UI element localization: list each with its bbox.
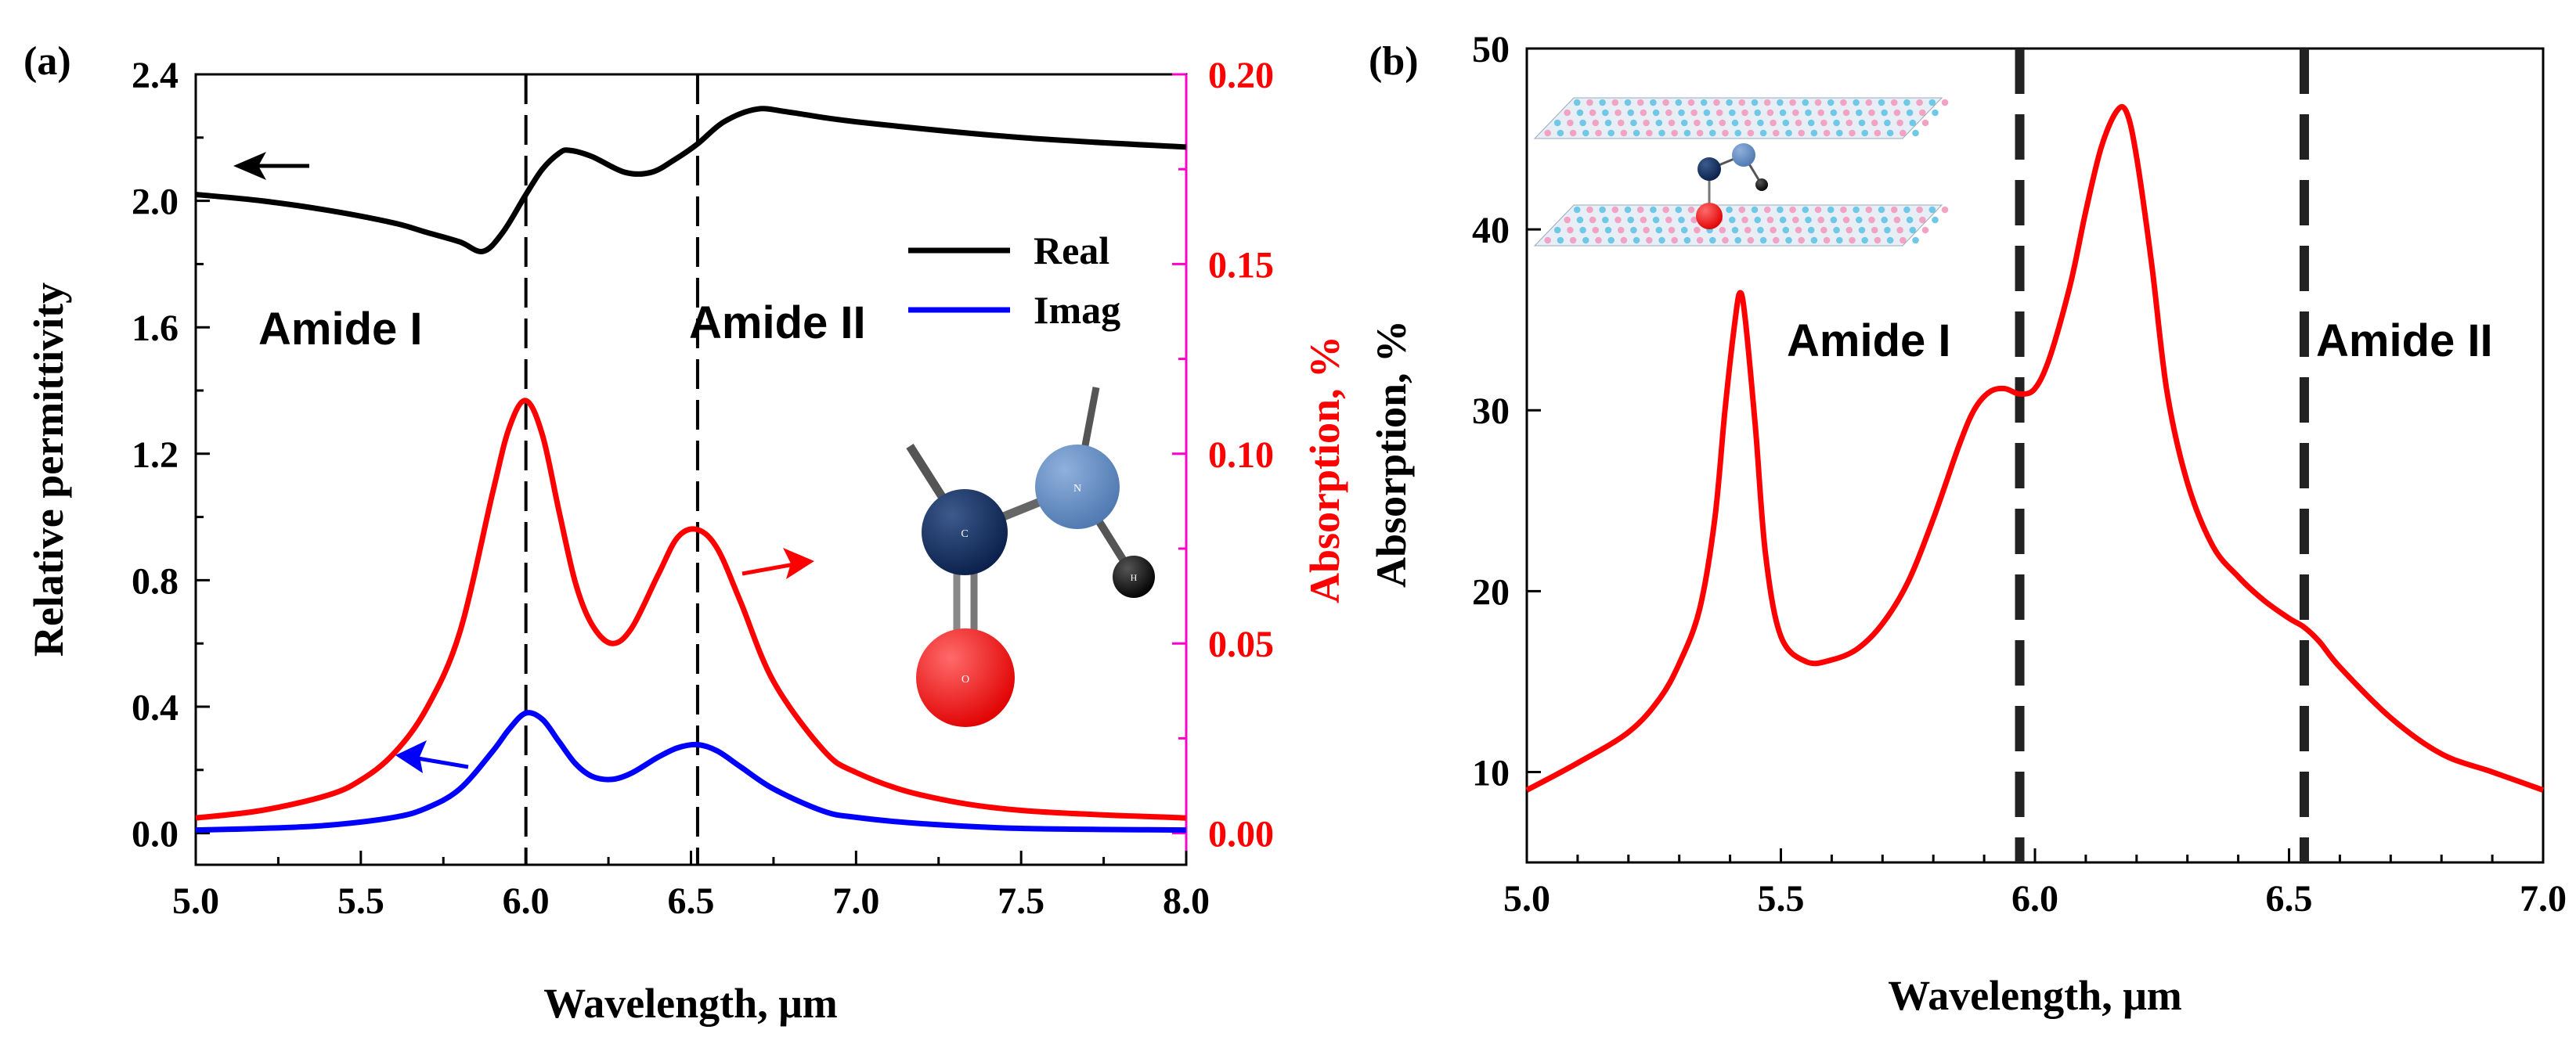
a-y-left-tick-label: 0.0 (132, 814, 179, 855)
a-x-tick-label: 5.0 (172, 880, 219, 922)
b-series-absorption (1525, 103, 2545, 793)
axis-arrows (233, 152, 814, 773)
a-y-right-tick-label: 0.00 (1208, 814, 1274, 855)
a-y-right-tick-label: 0.20 (1208, 55, 1274, 96)
a-x-tick-label: 8.0 (1163, 880, 1210, 922)
panel-b-ylabel: Absorption, % (1368, 320, 1415, 588)
panel-a-ticks: 5.0 5.5 6.0 6.5 7.0 7.5 8.0 0.0 0.4 0.8 1.2 1.6 2.0 2… (132, 55, 1274, 922)
a-series-real (195, 106, 1187, 254)
a-y-left-tick-label: 1.6 (132, 308, 179, 349)
b-y-tick-label: 20 (1472, 571, 1510, 613)
panel-a: (a) 5.0 5.5 6.0 6.5 7.0 7.5 8.0 0.0 0.4 0.8 1.2 1.6… (23, 39, 1348, 1027)
b-x-tick-label: 6.0 (2011, 878, 2058, 920)
panel-b-ticks: 5.0 5.5 6.0 6.5 7.0 10 20 30 40 50 (1472, 29, 2567, 920)
panel-b-frame (1525, 47, 2545, 864)
material-sheet (1533, 204, 1949, 247)
amide-i-label-b: Amide I (1787, 315, 1951, 366)
a-y-left-tick-label: 2.4 (132, 55, 179, 96)
material-sheet (1533, 97, 1949, 139)
legend-real-label: Real (1034, 229, 1109, 272)
b-x-tick-label: 5.0 (1503, 878, 1550, 920)
a-y-right-tick-label: 0.15 (1208, 244, 1274, 286)
a-x-tick-label: 7.5 (998, 880, 1044, 922)
carbon-atom (922, 489, 1008, 575)
amide-ii-label-a: Amide II (689, 297, 866, 348)
nitrogen-atom (1035, 445, 1120, 529)
b-y-tick-label: 10 (1472, 752, 1510, 794)
a-x-tick-label: 6.5 (668, 880, 715, 922)
panel-a-label: (a) (23, 39, 71, 84)
inset-hydrogen-atom (1755, 178, 1768, 191)
panel-b-series (1525, 103, 2545, 793)
svg-text:H: H (1131, 572, 1138, 583)
imag-axis-arrow (395, 740, 469, 773)
a-x-tick-label: 6.0 (503, 880, 550, 922)
oxygen-atom (916, 628, 1015, 727)
absorption-axis-arrow (741, 548, 814, 579)
legend-imag-label: Imag (1034, 288, 1120, 332)
a-y-left-tick-label: 1.2 (132, 434, 179, 476)
panel-b-label: (b) (1369, 39, 1419, 84)
a-series-absorption (195, 398, 1187, 821)
a-y-right-tick-label: 0.10 (1208, 434, 1274, 476)
a-series-imag (195, 710, 1187, 833)
panel-a-legend: Real Imag (908, 229, 1120, 332)
real-axis-arrow (233, 152, 309, 180)
panel-a-vlines (524, 74, 699, 865)
inset-carbon-atom (1697, 157, 1721, 181)
b-y-tick-label: 30 (1472, 391, 1510, 432)
inset-oxygen-atom (1696, 203, 1723, 229)
inset-nitrogen-atom (1732, 143, 1755, 167)
panel-a-ylabel-right: Absorption, % (1301, 336, 1348, 603)
a-y-left-tick-label: 2.0 (132, 182, 179, 223)
panel-b: (b) 5.0 5.5 6.0 6.5 7.0 10 20 30 40 50 Amide I Am… (1368, 29, 2567, 1019)
panel-a-xlabel: Wavelength, μm (543, 980, 838, 1027)
a-y-right-tick-label: 0.05 (1208, 624, 1274, 665)
a-y-left-tick-label: 0.4 (132, 687, 179, 729)
molecule-illustration: C N O H (906, 387, 1155, 727)
panel-a-series (195, 106, 1187, 833)
b-x-tick-label: 6.5 (2266, 878, 2313, 920)
bilayer-inset-illustration (1533, 97, 1949, 247)
b-y-tick-label: 50 (1472, 29, 1510, 70)
svg-text:O: O (961, 674, 969, 686)
b-x-tick-label: 7.0 (2520, 878, 2567, 920)
amide-ii-label-b: Amide II (2316, 315, 2493, 366)
hydrogen-atom (1113, 556, 1155, 598)
a-x-tick-label: 5.5 (337, 880, 384, 922)
svg-text:C: C (961, 528, 968, 540)
b-y-tick-label: 40 (1472, 210, 1510, 251)
amide-i-label-a: Amide I (258, 304, 423, 355)
panel-b-xlabel: Wavelength, μm (1888, 972, 2182, 1019)
panel-a-ylabel-left: Relative permittivity (25, 283, 72, 657)
a-y-left-tick-label: 0.8 (132, 560, 179, 602)
b-x-tick-label: 5.5 (1758, 878, 1805, 920)
a-x-tick-label: 7.0 (832, 880, 879, 922)
panel-b-vlines (2015, 49, 2309, 862)
svg-text:N: N (1073, 483, 1081, 495)
